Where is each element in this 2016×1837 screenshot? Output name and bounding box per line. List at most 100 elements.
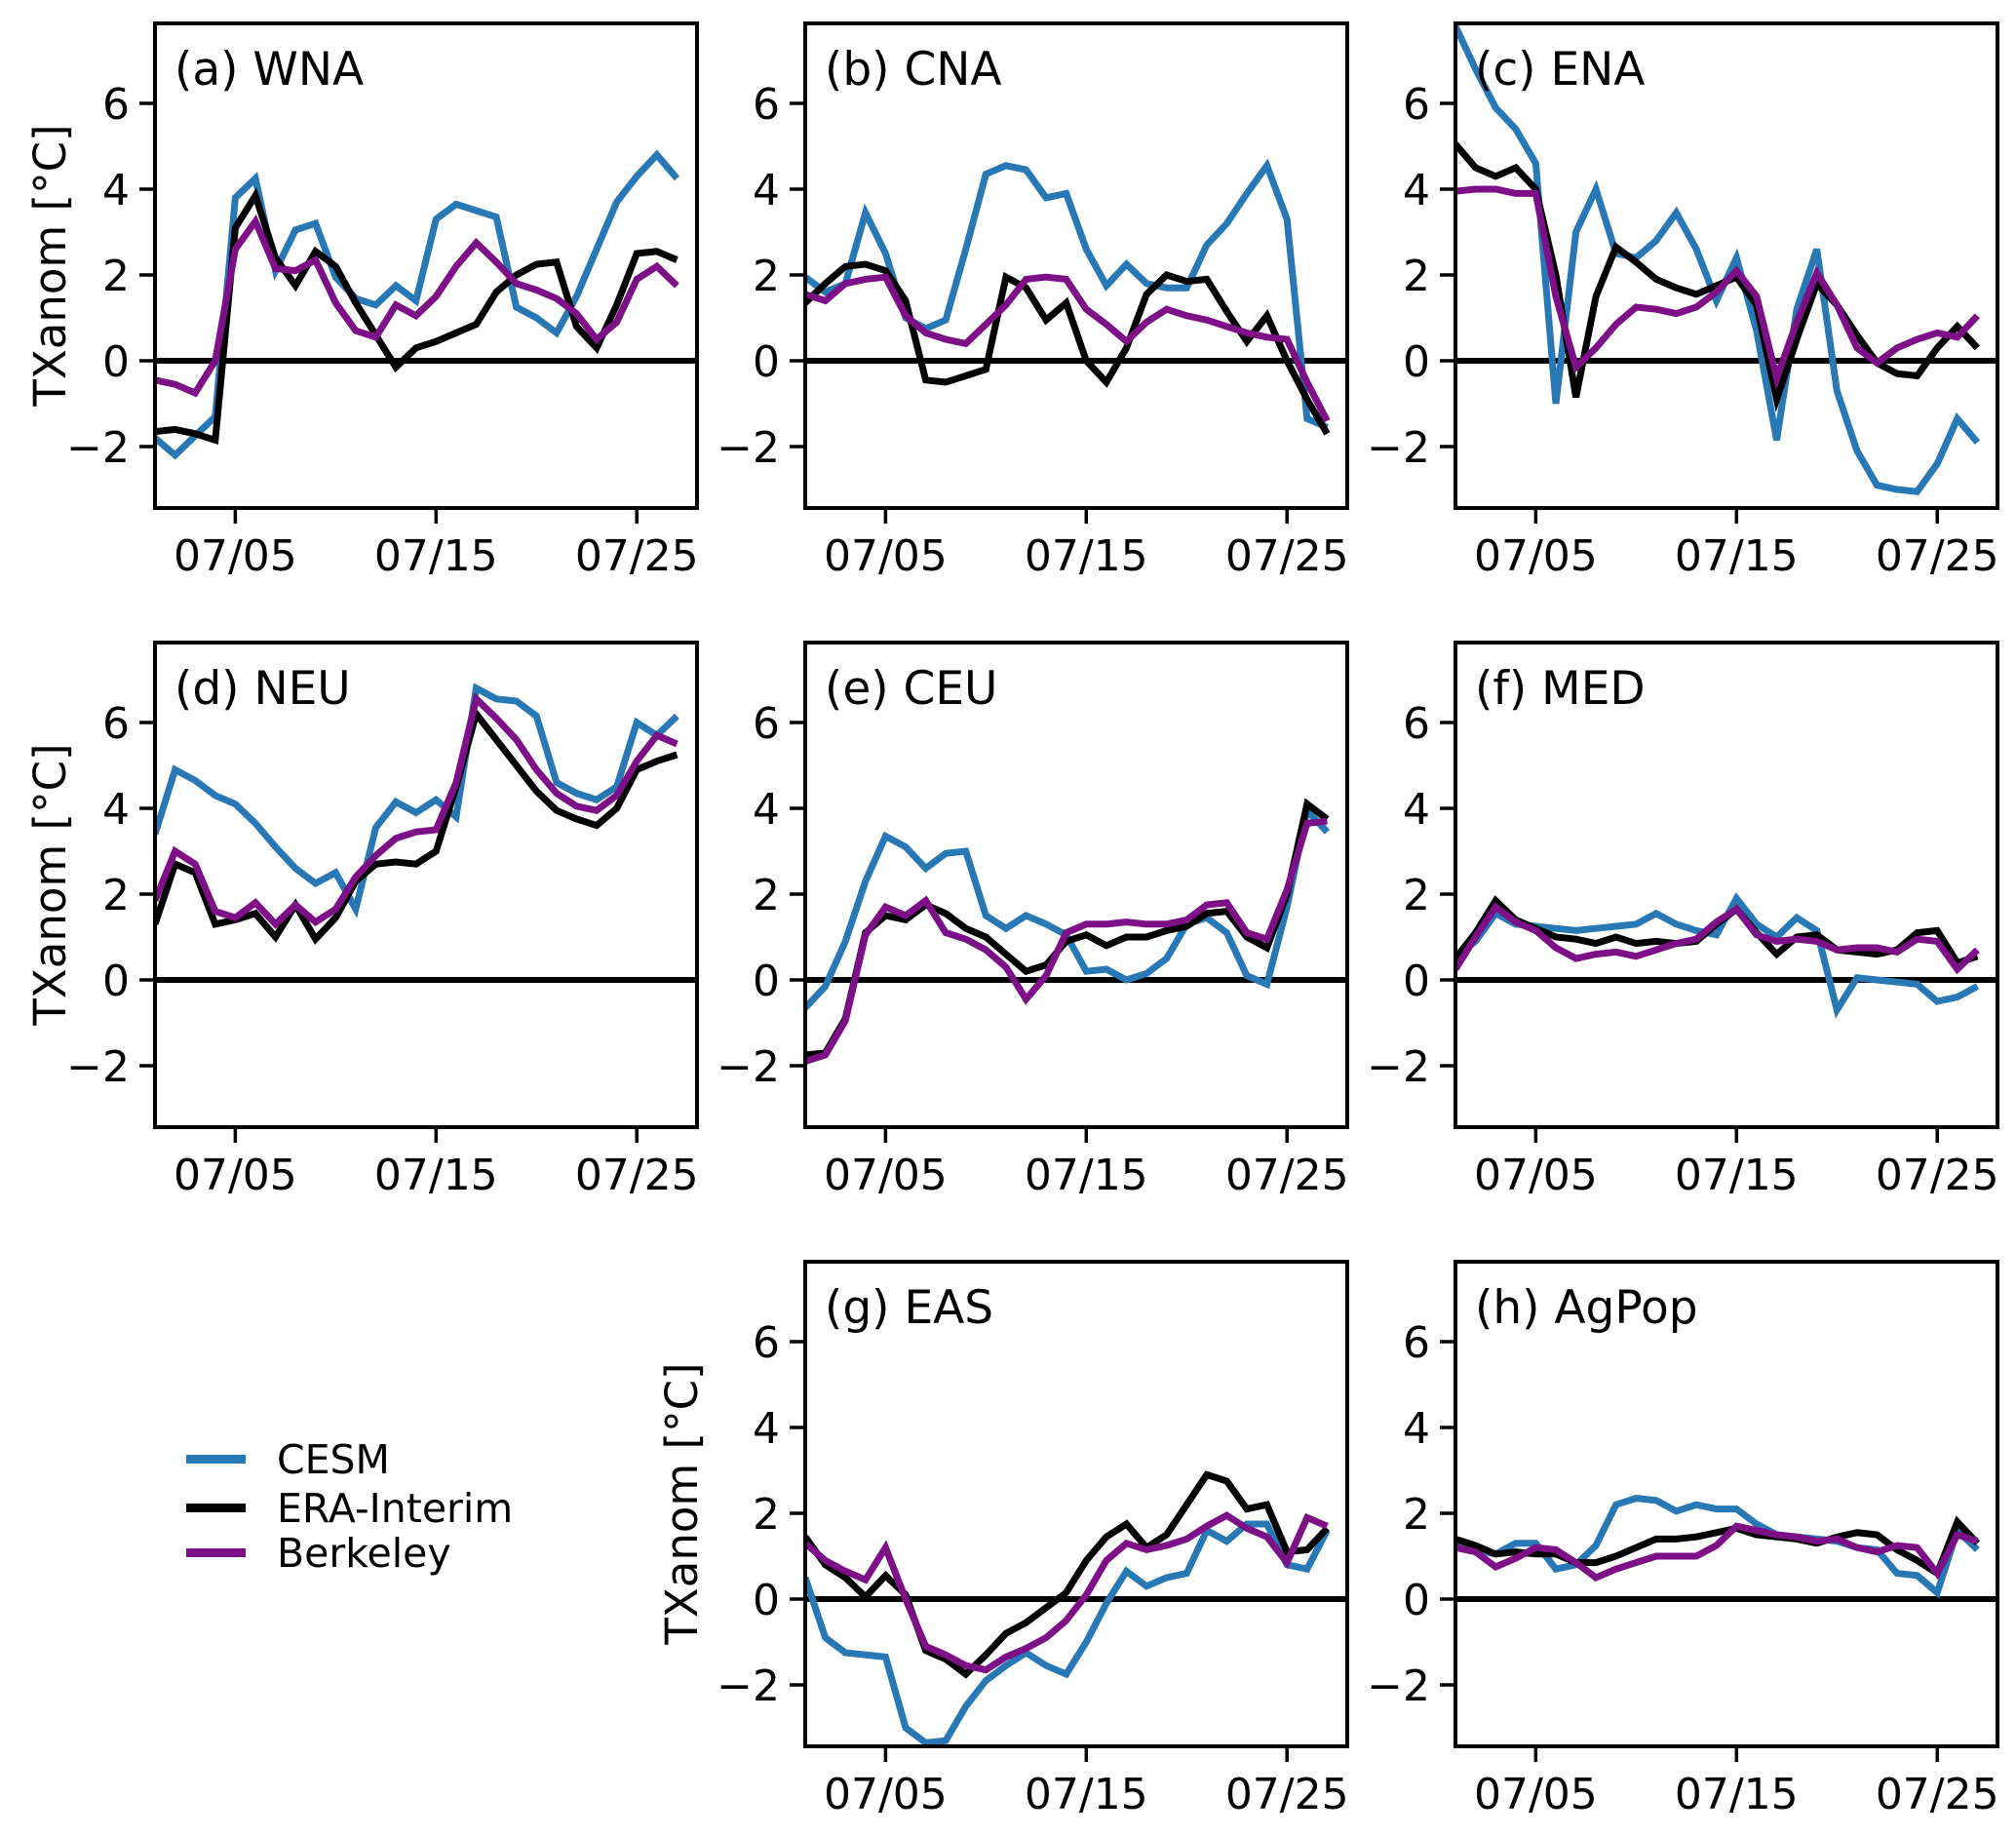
panel-h-background — [1455, 1262, 1997, 1746]
panel-e: 07/05 07/15 07/25 6 4 2 0 −2 — [717, 641, 1349, 1200]
panel-e-line-berkeley — [805, 817, 1328, 1065]
panel-g: 07/05 07/15 07/25 6 4 2 0 −2 — [717, 1260, 1349, 1819]
panel-a: 07/05 07/15 07/25 6 4 2 0 −2 — [66, 21, 699, 581]
panel-f-ytick-label-3: 0 — [1403, 957, 1430, 1006]
panel-c-ytick-label-2: 2 — [1403, 252, 1430, 301]
panel-b-xtick-label-2: 07/25 — [1225, 531, 1349, 581]
panel-title-b: (b) CNA — [825, 43, 1002, 97]
panel-a-ytick-label-2: 2 — [102, 252, 130, 301]
panel-b-xtick-label-1: 07/15 — [1025, 531, 1148, 581]
panel-f-ytick-label-4: −2 — [1367, 1042, 1430, 1092]
panel-a-xtick-label-0: 07/05 — [174, 531, 297, 581]
panel-b-line-berkeley — [805, 273, 1331, 423]
panel-e-background — [805, 643, 1347, 1127]
panel-h-xtick-label-1: 07/15 — [1675, 1770, 1799, 1819]
panel-g-line-era-interim — [805, 1470, 1330, 1679]
panel-b-frame — [803, 21, 1349, 510]
panel-title-d: (d) NEU — [174, 662, 351, 716]
panel-b-ytick-label-4: −2 — [717, 423, 780, 473]
panel-c-frame — [1454, 21, 1999, 510]
panel-a-line-berkeley — [155, 214, 679, 398]
panel-h-ytick-label-4: −2 — [1367, 1661, 1430, 1711]
panel-c-ytick-label-3: 0 — [1403, 337, 1430, 387]
panel-d-frame — [153, 641, 699, 1129]
panel-f-ytick-label-2: 2 — [1403, 871, 1430, 920]
panel-title-f: (f) MED — [1475, 662, 1646, 716]
panel-b-ytick-label-1: 4 — [753, 166, 780, 215]
panel-d-ytick-label-4: −2 — [66, 1042, 130, 1092]
panel-g-xtick-label-1: 07/15 — [1025, 1770, 1148, 1819]
panel-a-line-cesm — [155, 149, 680, 460]
panel-c-line-berkeley — [1455, 185, 1980, 390]
panel-e-xtick-label-2: 07/25 — [1225, 1151, 1349, 1200]
panel-d-line-berkeley — [155, 692, 678, 929]
panel-d-line-era-interim — [155, 706, 678, 946]
panel-c-xtick-label-2: 07/25 — [1876, 531, 1999, 581]
panel-c-ytick-label-1: 4 — [1403, 166, 1430, 215]
panel-e-ytick-label-1: 4 — [753, 785, 780, 835]
panel-e-ytick-label-3: 0 — [753, 957, 780, 1006]
panel-g-ytick-label-2: 2 — [753, 1490, 780, 1540]
panel-f-frame — [1454, 641, 1999, 1129]
panel-c-ytick-label-0: 6 — [1403, 80, 1430, 130]
panel-f-xtick-label-0: 07/05 — [1474, 1151, 1598, 1200]
panel-h-ytick-label-3: 0 — [1403, 1576, 1430, 1625]
panel-g-ytick-label-4: −2 — [717, 1661, 780, 1711]
panel-e-ytick-label-2: 2 — [753, 871, 780, 920]
panel-c-xtick-label-1: 07/15 — [1675, 531, 1799, 581]
panel-g-line-berkeley — [805, 1511, 1329, 1674]
panel-h-xtick-label-0: 07/05 — [1474, 1770, 1598, 1819]
panel-d-background — [155, 643, 697, 1127]
panel-f-background — [1455, 643, 1997, 1127]
panel-a-ytick-label-4: −2 — [66, 423, 130, 473]
panel-b-ytick-label-3: 0 — [753, 337, 780, 387]
panel-a-xtick-label-1: 07/15 — [374, 531, 498, 581]
panel-f-line-berkeley — [1455, 902, 1980, 975]
panel-title-a: (a) WNA — [174, 43, 365, 97]
panel-g-xtick-label-2: 07/25 — [1225, 1770, 1349, 1819]
panel-c-xtick-label-0: 07/05 — [1474, 531, 1598, 581]
panel-h-ytick-label-2: 2 — [1403, 1490, 1430, 1540]
panel-d-ytick-label-1: 4 — [102, 785, 130, 835]
panel-b-ytick-label-2: 2 — [753, 252, 780, 301]
y-axis-label-row3: TXanom [°C] — [656, 1362, 708, 1645]
panel-h-ytick-label-1: 4 — [1403, 1404, 1430, 1454]
panel-a-frame — [153, 21, 699, 510]
panel-d: 07/05 07/15 07/25 6 4 2 0 −2 — [66, 641, 699, 1200]
panel-e-xtick-label-0: 07/05 — [824, 1151, 948, 1200]
panel-f-xtick-label-2: 07/25 — [1876, 1151, 1999, 1200]
panel-d-xtick-label-0: 07/05 — [174, 1151, 297, 1200]
y-axis-label-row1: TXanom [°C] — [24, 124, 76, 407]
panel-d-line-cesm — [155, 683, 679, 918]
panel-g-line-cesm — [805, 1520, 1331, 1746]
panel-g-ytick-label-1: 4 — [753, 1404, 780, 1454]
panel-h-frame — [1454, 1260, 1999, 1748]
panel-a-line-era-interim — [155, 187, 678, 446]
panel-d-ytick-label-3: 0 — [102, 957, 130, 1006]
panel-title-c: (c) ENA — [1475, 43, 1646, 97]
y-axis-label-row2: TXanom [°C] — [24, 743, 76, 1026]
panel-c-ytick-label-4: −2 — [1367, 423, 1430, 473]
panel-g-xtick-label-0: 07/05 — [824, 1770, 948, 1819]
panel-h-ytick-label-0: 6 — [1403, 1318, 1430, 1368]
panel-d-ytick-label-0: 6 — [102, 699, 130, 749]
panel-h: 07/05 07/15 07/25 6 4 2 0 −2 — [1367, 1260, 1999, 1819]
panel-a-ytick-label-0: 6 — [102, 80, 130, 130]
panel-g-ytick-label-3: 0 — [753, 1576, 780, 1625]
panel-b-ytick-label-0: 6 — [753, 80, 780, 130]
panel-title-e: (e) CEU — [825, 662, 998, 716]
panel-b: 07/05 07/15 07/25 6 4 2 0 −2 — [717, 21, 1349, 581]
panel-c: 07/05 07/15 07/25 6 4 2 0 −2 — [1367, 21, 1999, 581]
panel-h-xtick-label-2: 07/25 — [1876, 1770, 1999, 1819]
panel-a-ytick-label-3: 0 — [102, 337, 130, 387]
panel-f: 07/05 07/15 07/25 6 4 2 0 −2 — [1367, 641, 1999, 1200]
panel-h-line-berkeley — [1455, 1522, 1979, 1583]
panel-b-background — [805, 23, 1347, 508]
panel-f-line-cesm — [1455, 892, 1980, 1019]
panel-e-ytick-label-4: −2 — [717, 1042, 780, 1092]
panel-a-ytick-label-1: 4 — [102, 166, 130, 215]
panel-d-xtick-label-2: 07/25 — [575, 1151, 699, 1200]
panel-f-ytick-label-1: 4 — [1403, 785, 1430, 835]
